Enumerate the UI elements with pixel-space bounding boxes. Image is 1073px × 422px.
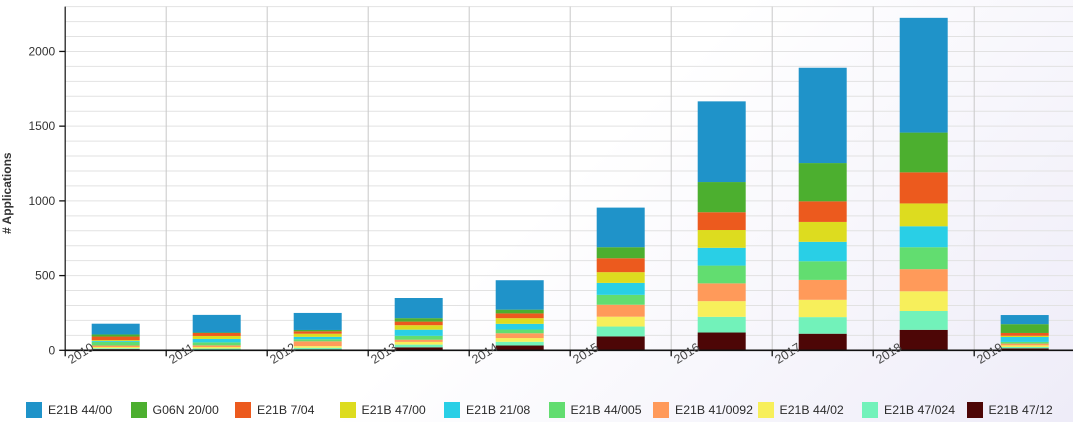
svg-text:2000: 2000 xyxy=(28,44,55,58)
svg-text:1500: 1500 xyxy=(28,119,55,133)
svg-text:1000: 1000 xyxy=(28,194,55,208)
svg-text:500: 500 xyxy=(35,269,55,283)
svg-text:2011: 2011 xyxy=(166,341,196,367)
svg-text:0: 0 xyxy=(49,343,56,357)
